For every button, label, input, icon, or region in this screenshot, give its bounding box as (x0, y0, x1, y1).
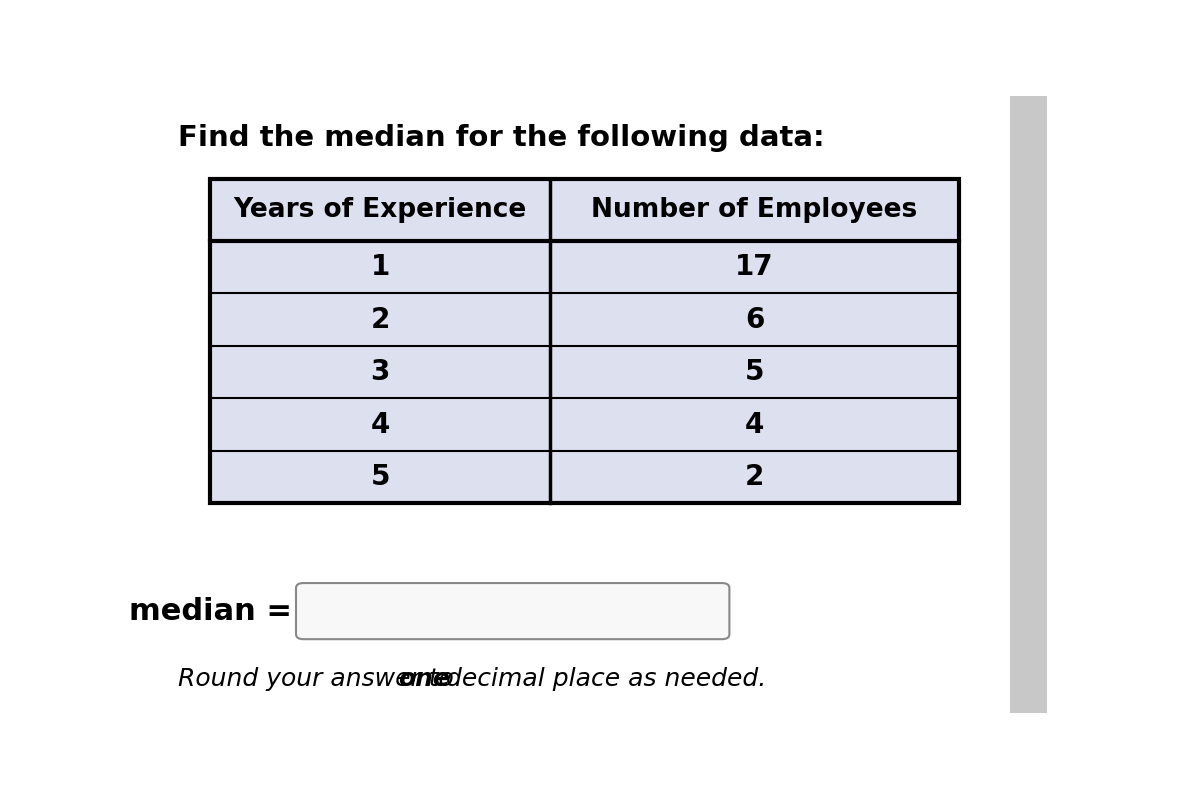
Text: 6: 6 (745, 306, 764, 334)
Text: 1: 1 (371, 253, 390, 281)
Text: Number of Employees: Number of Employees (592, 197, 918, 223)
Text: median =: median = (130, 597, 293, 626)
Text: 4: 4 (745, 411, 764, 439)
Text: Years of Experience: Years of Experience (234, 197, 527, 223)
Text: 2: 2 (371, 306, 390, 334)
Text: 2: 2 (745, 463, 764, 491)
Text: Find the median for the following data:: Find the median for the following data: (178, 124, 824, 152)
Text: one: one (398, 667, 450, 691)
Bar (1010, 96, 1048, 713)
Bar (210, 293, 959, 346)
Text: 17: 17 (736, 253, 774, 281)
Bar (210, 451, 959, 503)
Bar (210, 346, 959, 398)
Text: 5: 5 (745, 358, 764, 386)
Text: 5: 5 (371, 463, 390, 491)
Text: 3: 3 (371, 358, 390, 386)
Bar (210, 398, 959, 451)
FancyBboxPatch shape (296, 583, 730, 639)
Text: decimal place as needed.: decimal place as needed. (438, 667, 767, 691)
Text: Round your answer to: Round your answer to (178, 667, 462, 691)
Text: 4: 4 (371, 411, 390, 439)
Bar (210, 241, 959, 293)
